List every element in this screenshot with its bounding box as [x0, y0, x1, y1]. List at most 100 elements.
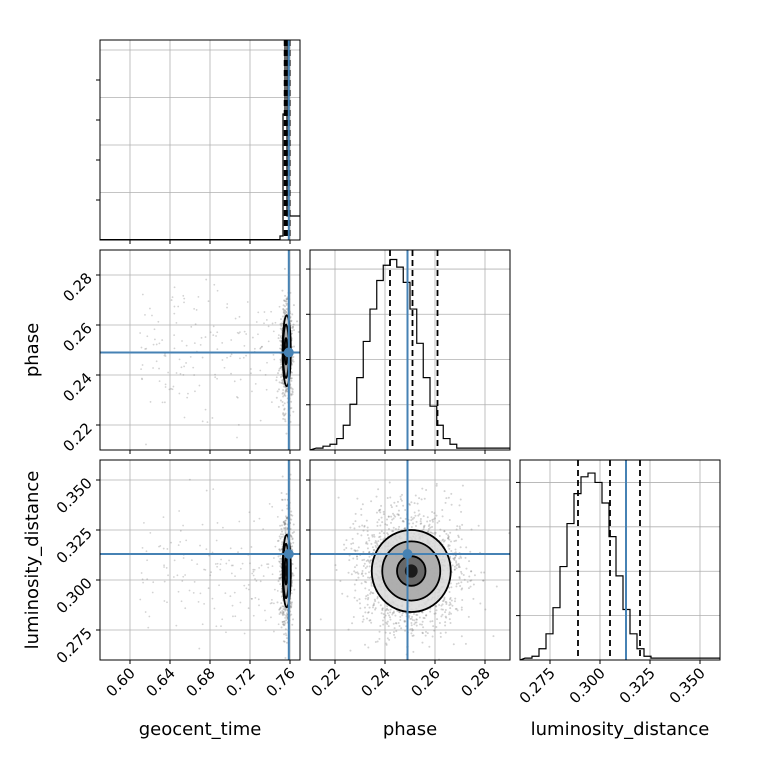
sample-point: [285, 388, 288, 391]
sample-point: [420, 522, 423, 525]
sample-point: [411, 629, 414, 632]
sample-point: [292, 541, 295, 544]
sample-point: [282, 404, 285, 407]
sample-point: [258, 604, 260, 607]
sample-point: [254, 578, 256, 580]
sample-point: [290, 406, 293, 409]
sample-point: [453, 600, 456, 603]
sample-point: [280, 363, 283, 366]
sample-point: [279, 323, 282, 326]
sample-point: [291, 623, 294, 626]
sample-point: [418, 616, 421, 619]
sample-point: [163, 354, 166, 357]
sample-point: [162, 516, 165, 518]
sample-point: [361, 503, 364, 506]
sample-point: [284, 526, 287, 529]
sample-point: [273, 588, 276, 591]
sample-point: [358, 525, 361, 528]
sample-point: [235, 668, 237, 670]
sample-point: [423, 497, 426, 500]
sample-point: [281, 620, 284, 623]
sample-point: [163, 564, 165, 567]
sample-point: [239, 357, 241, 360]
sample-point: [427, 525, 430, 528]
sample-point: [276, 390, 279, 393]
sample-point: [384, 631, 387, 634]
sample-point: [453, 557, 456, 560]
sample-point: [252, 614, 255, 617]
sample-point: [468, 575, 471, 578]
sample-point: [281, 379, 284, 382]
sample-point: [441, 508, 444, 511]
sample-point: [262, 575, 265, 577]
sample-point: [382, 623, 385, 626]
sample-point: [259, 346, 262, 349]
sample-point: [239, 331, 241, 334]
sample-point: [389, 618, 392, 621]
sample-point: [444, 624, 447, 627]
sample-point: [355, 555, 358, 558]
sample-point: [434, 612, 437, 615]
sample-point: [361, 570, 364, 573]
sample-point: [282, 395, 285, 398]
sample-point: [381, 607, 384, 610]
sample-point: [278, 548, 281, 551]
sample-point: [426, 520, 429, 523]
sample-point: [389, 608, 392, 611]
sample-point: [453, 565, 456, 568]
sample-point: [431, 518, 434, 521]
sample-point: [139, 598, 142, 601]
sample-point: [442, 599, 445, 602]
sample-point: [433, 612, 436, 615]
sample-point: [273, 630, 275, 633]
sample-point: [177, 305, 180, 308]
sample-point: [392, 530, 395, 533]
sample-point: [149, 401, 152, 403]
sample-point: [180, 366, 183, 369]
sample-point: [443, 530, 446, 533]
sample-point: [374, 545, 377, 548]
sample-point: [162, 547, 165, 550]
sample-point: [415, 621, 418, 624]
sample-point: [381, 619, 384, 622]
sample-point: [158, 545, 160, 548]
sample-point: [270, 602, 273, 604]
sample-point: [364, 587, 367, 590]
sample-point: [183, 416, 186, 419]
sample-point: [262, 528, 265, 531]
sample-point: [183, 301, 185, 304]
sample-point: [352, 557, 355, 560]
y-tick-label: 0.300: [53, 574, 96, 617]
x-tick-label: 0.26: [407, 664, 443, 700]
sample-point: [370, 582, 373, 585]
sample-point: [456, 609, 459, 612]
sample-point: [280, 365, 283, 368]
sample-point: [284, 622, 287, 625]
sample-point: [431, 520, 434, 523]
sample-point: [366, 542, 369, 545]
sample-point: [436, 618, 439, 621]
sample-point: [248, 511, 251, 514]
sample-point: [181, 580, 184, 582]
sample-point: [219, 563, 222, 566]
sample-point: [368, 576, 371, 579]
sample-point: [289, 291, 292, 294]
sample-point: [335, 569, 338, 572]
sample-point: [450, 599, 453, 602]
sample-point: [334, 564, 337, 567]
sample-point: [286, 516, 289, 519]
sample-point: [455, 554, 458, 557]
sample-point: [289, 420, 292, 423]
sample-point: [289, 386, 292, 389]
sample-point: [434, 533, 437, 536]
sample-point: [385, 621, 388, 624]
sample-point: [291, 538, 294, 541]
sample-point: [354, 550, 357, 553]
x-tick-label: 0.275: [516, 664, 559, 707]
sample-point: [374, 541, 377, 544]
sample-point: [280, 524, 283, 527]
sample-point: [285, 300, 288, 303]
sample-point: [467, 587, 470, 590]
sample-point: [276, 601, 279, 604]
sample-point: [282, 310, 285, 313]
